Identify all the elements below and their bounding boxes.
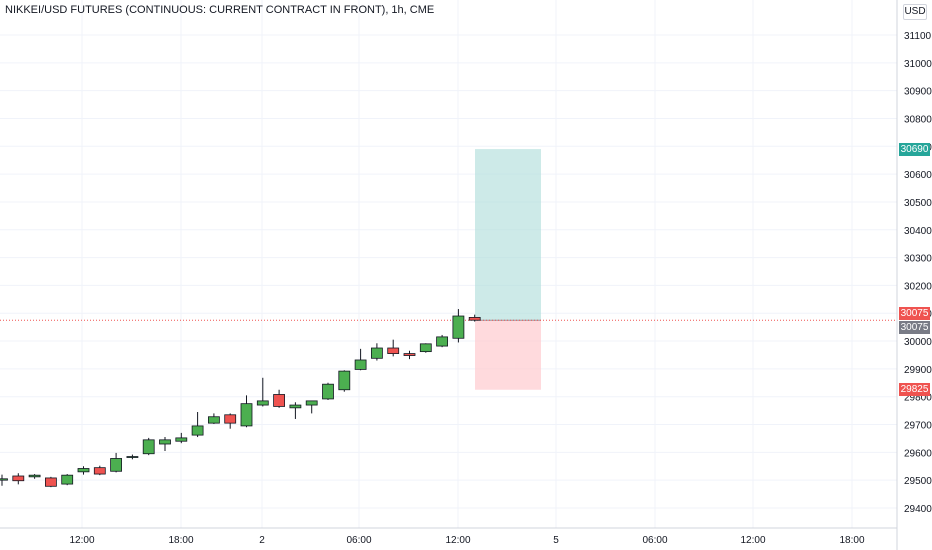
candle [175,432,188,444]
candle [61,474,74,486]
candle-body [224,414,237,424]
candle [191,412,204,438]
y-tick-label: 29400 [904,504,932,515]
candle [468,314,481,322]
candle [322,382,334,401]
candle [256,377,269,407]
candle-body [305,400,318,406]
grid [0,0,897,528]
x-tick-label: 06:00 [642,535,667,546]
candle-body [12,475,25,482]
y-tick-label: 29900 [904,365,932,376]
y-tick-label: 29800 [904,393,932,404]
currency-button[interactable]: USD [903,4,927,20]
candle [207,413,220,424]
candle-body [403,353,416,356]
position-zones [0,149,897,390]
stop-zone [475,320,541,390]
candle [28,474,41,479]
y-tick-label: 29700 [904,421,932,432]
candle-body [207,416,220,424]
candle-body [273,394,286,407]
candle [387,339,400,357]
y-tick-label: 30300 [904,254,932,265]
candle [45,476,57,488]
candle-body [175,437,188,442]
candle [273,389,286,408]
candle-body [322,383,334,400]
price-tag-target: 30690 [899,142,930,156]
candle-body [354,359,367,370]
candle [289,402,302,419]
price-tag-last: 30075 [899,320,930,334]
x-tick-label: 12:00 [740,535,765,546]
candle-body [338,370,351,391]
candle-body [45,477,57,487]
x-tick-label: 5 [553,535,559,546]
candle [436,334,449,348]
y-tick-label: 31000 [904,59,932,70]
x-tick-label: 12:00 [69,535,94,546]
candle-body [419,343,432,353]
chart-title: NIKKEI/USD FUTURES (CONTINUOUS: CURRENT … [5,4,435,16]
candle-body [191,425,204,436]
candle-body [370,347,383,359]
candle [370,343,383,361]
candle-body [256,400,269,406]
candle [338,370,351,392]
candle [0,474,8,486]
candle-body [28,474,41,478]
candle [305,400,318,414]
candle-body [142,439,155,455]
y-tick-label: 31100 [904,31,932,42]
candle [354,348,367,371]
candle-body [110,458,122,472]
y-tick-label: 30500 [904,198,932,209]
candle-body [436,336,449,347]
x-tick-label: 18:00 [168,535,193,546]
y-tick-label: 30400 [904,226,932,237]
y-tick-label: 30800 [904,114,932,125]
y-tick-label: 29500 [904,476,932,487]
candle [93,465,106,476]
candle-body [93,467,106,475]
candle-body [126,456,139,458]
x-tick-label: 2 [259,535,265,546]
candle-body [387,347,400,354]
price-tag-entry: 30075 [899,306,930,320]
y-tick-label: 30900 [904,87,932,98]
price-tag-stop: 29825 [899,383,930,397]
candle [159,437,171,451]
x-tick-label: 06:00 [346,535,371,546]
y-tick-label: 30600 [904,170,932,181]
candle-body [0,478,8,481]
y-tick-label: 30200 [904,281,932,292]
candle-body [77,468,90,473]
candle-body [289,404,302,409]
candle [126,454,139,460]
y-tick-label: 29600 [904,448,932,459]
candle-body [240,403,253,427]
y-tick-label: 30000 [904,337,932,348]
candle [419,343,432,353]
candle-body [61,474,74,485]
candle [12,473,25,485]
x-tick-label: 18:00 [839,535,864,546]
candle [77,466,90,475]
candle [452,309,465,343]
candle [110,452,122,473]
candle [240,395,253,428]
candle [142,437,155,456]
candle-body [452,315,465,339]
candle [224,413,237,429]
x-tick-label: 12:00 [445,535,470,546]
candle [403,350,416,360]
target-zone [475,149,541,321]
candle-body [159,439,171,445]
candles [0,309,481,488]
candle-body [468,317,481,321]
